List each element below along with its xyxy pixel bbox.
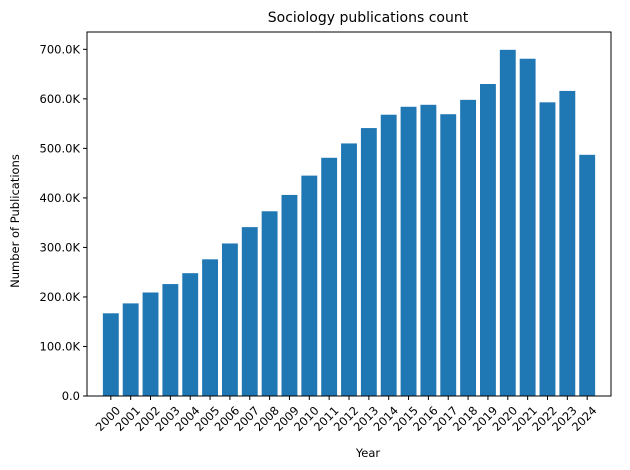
plot-area-frame (86, 31, 612, 397)
y-axis-ticks: 0.0 100.0K 200.0K 300.0K 400.0K 500.0K 600.0K 7… (40, 42, 87, 403)
x-axis-label: Year (355, 446, 381, 460)
bar-2019 (480, 84, 496, 396)
y-tick-label: 700.0K (40, 42, 81, 56)
bar-2001 (122, 303, 139, 396)
y-tick-label: 100.0K (40, 339, 81, 353)
bar-2021 (519, 58, 536, 396)
y-axis-label: Number of Publications (8, 154, 22, 288)
bar-2018 (460, 99, 477, 396)
bar-2013 (360, 128, 377, 397)
y-tick-label: 600.0K (40, 92, 81, 106)
bar-2010 (301, 175, 318, 396)
bar-2008 (261, 211, 278, 396)
bar-2020 (499, 49, 516, 396)
bar-2004 (182, 273, 199, 396)
bar-2011 (321, 157, 338, 396)
bar-2022 (539, 102, 556, 397)
bar-2012 (341, 143, 357, 396)
bar-2002 (142, 292, 159, 396)
x-axis-ticks: 2000200120022003200420052006200720082009… (93, 396, 600, 434)
bar-2015 (400, 106, 417, 397)
y-tick-label: 300.0K (40, 240, 81, 254)
bar-2009 (281, 194, 298, 396)
bar-2003 (162, 284, 179, 396)
bar-2017 (440, 114, 457, 396)
bar-2000 (102, 313, 119, 396)
bar-2006 (221, 243, 238, 396)
bar-2016 (420, 104, 437, 397)
bars-group (102, 49, 596, 397)
y-tick-label: 0.0 (62, 389, 80, 403)
y-tick-label: 400.0K (40, 191, 81, 205)
y-tick-label: 500.0K (40, 141, 81, 155)
bar-2007 (241, 227, 258, 396)
y-tick-label: 200.0K (40, 290, 81, 304)
chart-title: Sociology publications count (268, 10, 469, 26)
bar-2005 (202, 259, 218, 396)
bar-2023 (559, 90, 576, 396)
bar-2014 (380, 114, 397, 396)
bar-2024 (579, 154, 596, 396)
